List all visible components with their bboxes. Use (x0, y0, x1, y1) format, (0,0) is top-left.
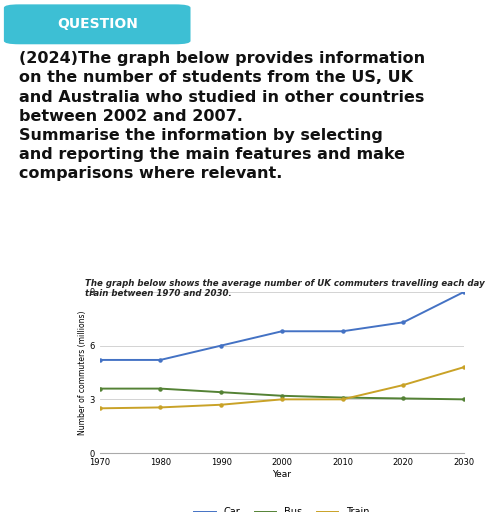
Text: QUESTION: QUESTION (57, 17, 138, 31)
FancyBboxPatch shape (4, 4, 191, 45)
Text: (2024)The graph below provides information
on the number of students from the US: (2024)The graph below provides informati… (19, 51, 426, 181)
Legend: Car, Bus, Train: Car, Bus, Train (191, 503, 373, 512)
X-axis label: Year: Year (272, 470, 292, 479)
Text: The graph below shows the average number of UK commuters travelling each day by : The graph below shows the average number… (85, 279, 486, 298)
Y-axis label: Number of commuters (millions): Number of commuters (millions) (78, 310, 87, 435)
